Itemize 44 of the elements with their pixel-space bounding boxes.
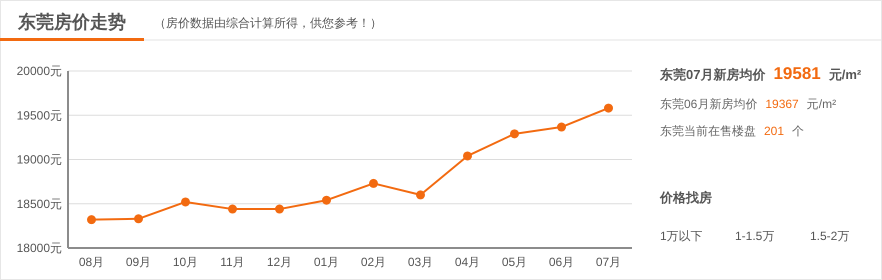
point [134,214,143,224]
x-tick-label: 04月 [454,255,480,269]
point [604,104,613,113]
point [416,190,425,200]
x-tick-label: 01月 [314,255,340,269]
text: 1-1.5万 [735,229,774,243]
text: 1.5-2万 [810,229,850,243]
point [557,122,566,132]
chart-title: 东莞房价走势 [17,12,126,32]
text: 19367 [765,97,800,111]
text: 201 [764,124,784,138]
x-tick-label: 05月 [502,255,528,269]
text: 东莞当前在售楼盘 [660,124,756,138]
text: 元/m² [828,67,862,82]
text: 东莞07月新房均价 [659,67,766,82]
y-tick-label: 18000元 [16,241,62,255]
point [369,178,378,188]
point [87,215,96,224]
y-tick-label: 19000元 [16,152,62,166]
x-tick-label: 10月 [172,255,198,269]
text: 元/m² [806,97,836,111]
y-tick-label: 19500元 [16,108,62,122]
text: 19581 [773,64,821,83]
point [228,204,237,214]
point [181,197,190,206]
text: 个 [792,124,804,138]
point [463,151,472,160]
text: 价格找房 [659,190,712,205]
x-tick-label: 06月 [548,255,574,269]
chart-subtitle: （房价数据由综合计算所得，供您参考！） [154,16,382,30]
x-tick-label: 12月 [266,255,292,269]
point [322,196,331,205]
y-tick-label: 18500元 [16,196,62,211]
text: 1万以下 [660,229,703,243]
y-tick-label: 20000元 [16,64,62,78]
text: 东莞06月新房均价 [660,97,758,111]
x-tick-label: 02月 [360,255,386,269]
x-tick-label: 08月 [78,255,104,269]
point [510,129,519,138]
x-tick-label: 03月 [408,255,434,269]
x-tick-label: 11月 [220,255,245,269]
x-tick-label: 09月 [126,255,152,269]
x-tick-label: 07月 [596,255,622,269]
point [275,204,284,214]
